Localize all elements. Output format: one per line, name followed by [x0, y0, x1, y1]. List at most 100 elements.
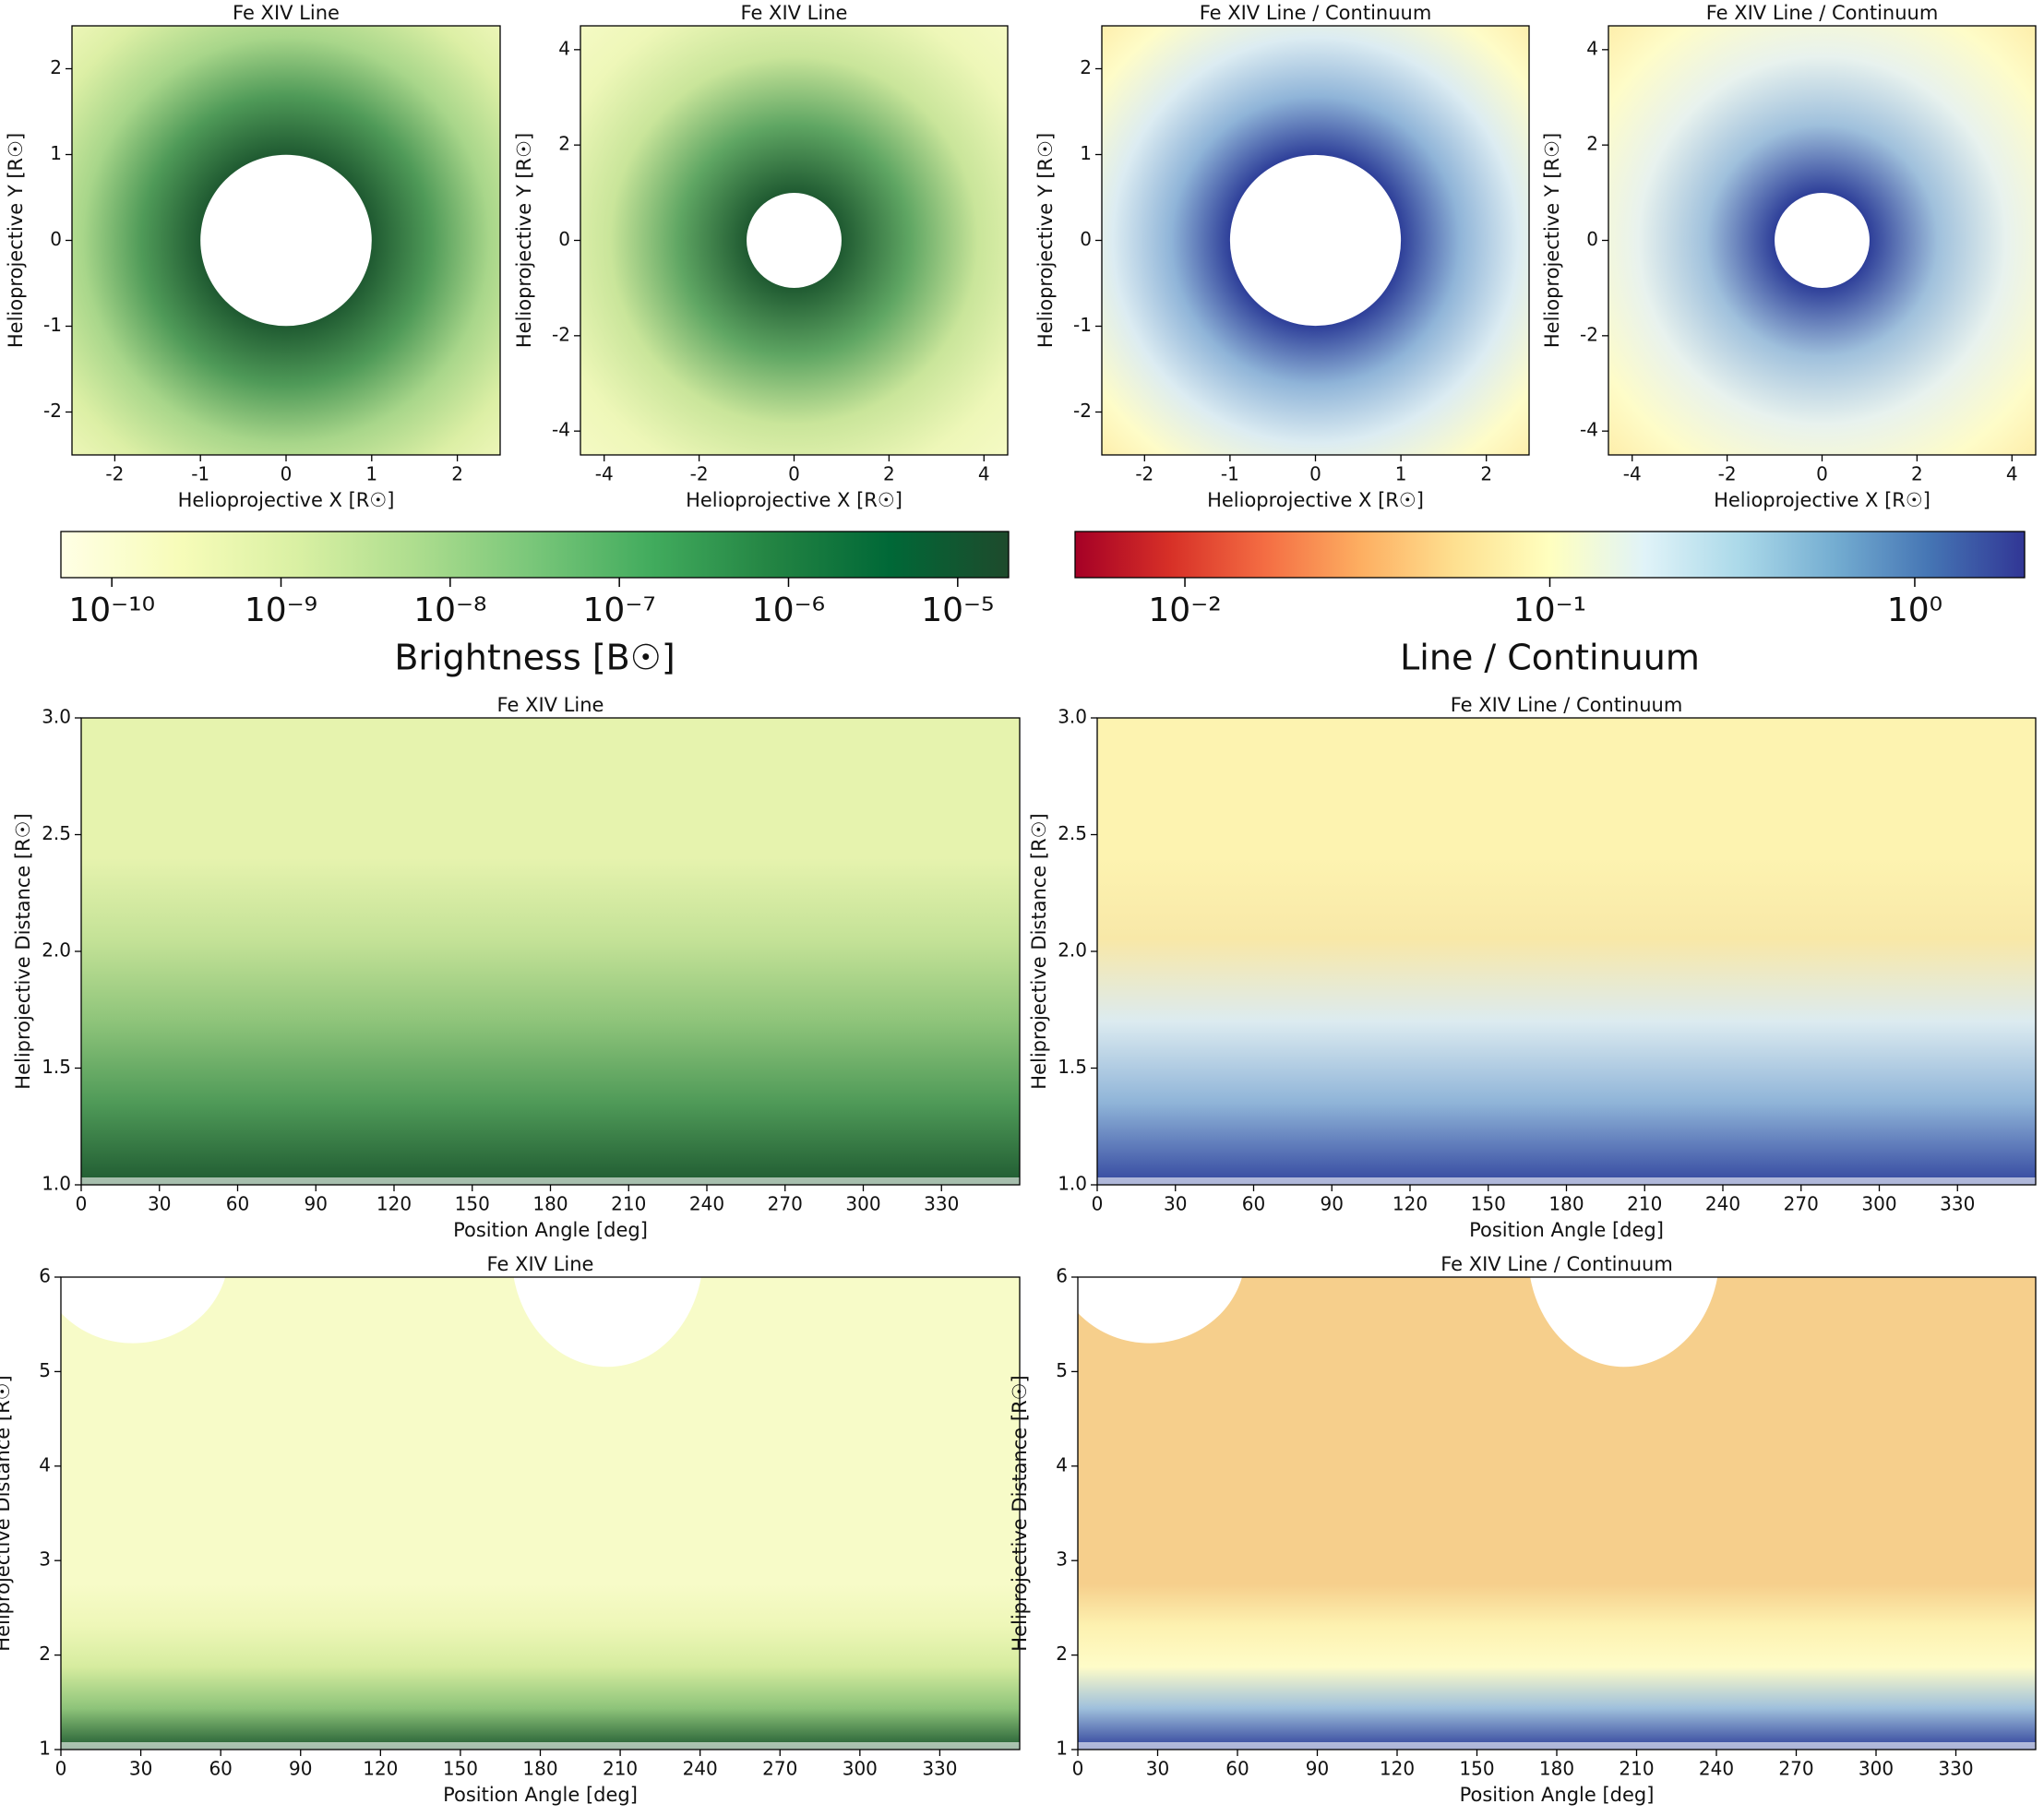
x-tick-label: 300	[845, 1193, 880, 1215]
y-tick-label: 2	[1080, 56, 1092, 78]
y-tick-label: 2	[39, 1643, 51, 1665]
y-tick-label: 4	[1586, 37, 1598, 59]
y-tick-label: 1.5	[1058, 1056, 1087, 1078]
image	[81, 718, 1020, 1185]
x-axis-label: Position Angle [deg]	[1469, 1219, 1664, 1241]
x-tick-label: 90	[1306, 1758, 1329, 1780]
image	[580, 26, 1008, 455]
colorbar-label: Brightness [B☉]	[394, 638, 675, 678]
y-tick-label: 2.5	[42, 822, 71, 844]
y-tick-label: 1	[1080, 142, 1092, 164]
x-tick-label: -2	[690, 463, 709, 485]
panel-title: Fe XIV Line	[497, 694, 604, 716]
x-tick-label: 210	[1619, 1758, 1654, 1780]
image-data	[1097, 718, 2036, 1185]
x-tick-label: 150	[1471, 1193, 1506, 1215]
x-tick-label: -4	[1623, 463, 1642, 485]
y-tick-label: 1	[50, 142, 62, 164]
y-tick-label: 2	[558, 133, 570, 155]
x-tick-label: 2	[1480, 463, 1492, 485]
y-tick-label: 5	[1056, 1359, 1068, 1381]
panel-title: Fe XIV Line / Continuum	[1706, 2, 1939, 24]
x-tick-label: 150	[455, 1193, 490, 1215]
image-data	[1078, 1277, 2036, 1750]
y-tick-label: -4	[1580, 419, 1598, 441]
y-axis-label: Heliprojective Distance [R☉]	[1028, 813, 1050, 1089]
x-tick-label: 180	[1548, 1193, 1584, 1215]
x-tick-label: 0	[1816, 463, 1828, 485]
colorbar	[60, 531, 1010, 579]
y-tick-label: 0	[50, 228, 62, 250]
masked-region	[1078, 1277, 1242, 1344]
x-tick-label: 2	[1911, 463, 1923, 485]
y-axis-label: Heliprojective Distance [R☉]	[0, 1375, 14, 1651]
y-tick-label: 2.0	[42, 939, 71, 962]
x-axis-label: Helioprojective X [R☉]	[1714, 489, 1930, 511]
y-tick-label: 3	[39, 1548, 51, 1571]
image	[1097, 718, 2036, 1185]
y-tick-label: 2	[1586, 133, 1598, 155]
x-axis-label: Helioprojective X [R☉]	[178, 489, 395, 511]
x-tick-label: 150	[443, 1758, 478, 1780]
y-tick-label: 4	[39, 1453, 51, 1476]
x-tick-label: 0	[281, 463, 293, 485]
x-tick-label: 2	[451, 463, 463, 485]
x-tick-label: 0	[788, 463, 800, 485]
x-tick-label: 30	[1146, 1758, 1169, 1780]
x-tick-label: 30	[1164, 1193, 1187, 1215]
x-tick-label: 210	[611, 1193, 646, 1215]
y-tick-label: 1	[39, 1738, 51, 1760]
x-tick-label: 30	[129, 1758, 152, 1780]
y-tick-label: 2.0	[1058, 939, 1087, 962]
x-tick-label: 4	[2006, 463, 2018, 485]
y-tick-label: 4	[558, 37, 570, 59]
x-tick-label: 0	[55, 1758, 67, 1780]
y-tick-label: 3	[1056, 1548, 1068, 1571]
x-tick-label: 0	[1092, 1193, 1104, 1215]
limb-band	[61, 1742, 1020, 1750]
y-tick-label: -2	[43, 400, 62, 422]
x-tick-label: 90	[305, 1193, 328, 1215]
y-axis-label: Helioprojective Y [R☉]	[513, 133, 535, 348]
colorbar-tick-label: 10⁻⁹	[245, 591, 317, 629]
limb-band	[81, 1177, 1020, 1185]
y-axis-label: Heliprojective Distance [R☉]	[1009, 1375, 1031, 1651]
limb-band	[1078, 1742, 2036, 1750]
y-tick-label: 3.0	[1058, 706, 1087, 728]
colorbar-tick-label: 10⁻⁵	[921, 591, 994, 629]
x-tick-label: 300	[843, 1758, 878, 1780]
panel-title: Fe XIV Line	[487, 1253, 594, 1275]
y-tick-label: 4	[1056, 1453, 1068, 1476]
panel-title: Fe XIV Line	[233, 2, 340, 24]
y-tick-label: 0	[1080, 228, 1092, 250]
colorbar-label: Line / Continuum	[1400, 638, 1700, 678]
x-tick-label: 300	[1859, 1758, 1894, 1780]
y-tick-label: 2	[50, 56, 62, 78]
x-tick-label: -1	[191, 463, 209, 485]
y-tick-label: 1.0	[1058, 1173, 1087, 1195]
colorbar-tick-label: 10⁻²	[1148, 591, 1221, 629]
x-tick-label: 120	[363, 1758, 398, 1780]
colorbar-tick-label: 10⁻⁸	[413, 591, 486, 629]
image	[72, 26, 500, 455]
x-tick-label: 90	[289, 1758, 312, 1780]
y-tick-label: 3.0	[42, 706, 71, 728]
occulter	[200, 154, 372, 327]
x-tick-label: 2	[883, 463, 895, 485]
x-tick-label: -2	[1135, 463, 1153, 485]
y-tick-label: 1.0	[42, 1173, 71, 1195]
colorbar-tick-label: 10⁻¹⁰	[68, 591, 155, 629]
x-tick-label: 240	[1699, 1758, 1734, 1780]
y-tick-label: -2	[1580, 323, 1598, 345]
x-tick-label: 330	[922, 1758, 957, 1780]
x-tick-label: 120	[377, 1193, 412, 1215]
x-tick-label: 330	[1940, 1193, 1975, 1215]
y-tick-label: -4	[552, 419, 570, 441]
y-tick-label: -2	[552, 323, 570, 345]
image-data	[61, 1277, 1020, 1750]
x-tick-label: 0	[1309, 463, 1321, 485]
y-tick-label: 0	[558, 228, 570, 250]
y-tick-label: -2	[1073, 400, 1092, 422]
x-tick-label: 1	[1395, 463, 1407, 485]
